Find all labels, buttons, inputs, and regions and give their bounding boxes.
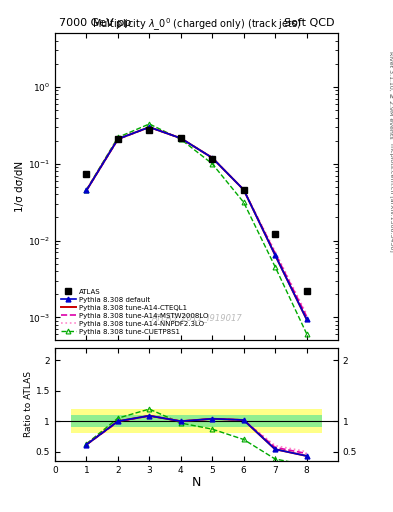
Text: Rivet 3.1.10, ≥ 2.9M events: Rivet 3.1.10, ≥ 2.9M events <box>389 51 393 139</box>
Legend: ATLAS, Pythia 8.308 default, Pythia 8.308 tune-A14-CTEQL1, Pythia 8.308 tune-A14: ATLAS, Pythia 8.308 default, Pythia 8.30… <box>59 286 210 337</box>
Text: 7000 GeV pp: 7000 GeV pp <box>59 18 131 28</box>
X-axis label: N: N <box>192 476 201 489</box>
Y-axis label: 1/σ dσ/dN: 1/σ dσ/dN <box>15 161 25 212</box>
Title: Multiplicity $\lambda\_0^0$ (charged only) (track jets): Multiplicity $\lambda\_0^0$ (charged onl… <box>92 16 301 33</box>
Text: Soft QCD: Soft QCD <box>284 18 334 28</box>
Text: ATLAS_2011_I919017: ATLAS_2011_I919017 <box>151 313 242 322</box>
Text: mcplots.cern.ch [arXiv:1306.3436]: mcplots.cern.ch [arXiv:1306.3436] <box>389 143 393 252</box>
Y-axis label: Ratio to ATLAS: Ratio to ATLAS <box>24 372 33 437</box>
